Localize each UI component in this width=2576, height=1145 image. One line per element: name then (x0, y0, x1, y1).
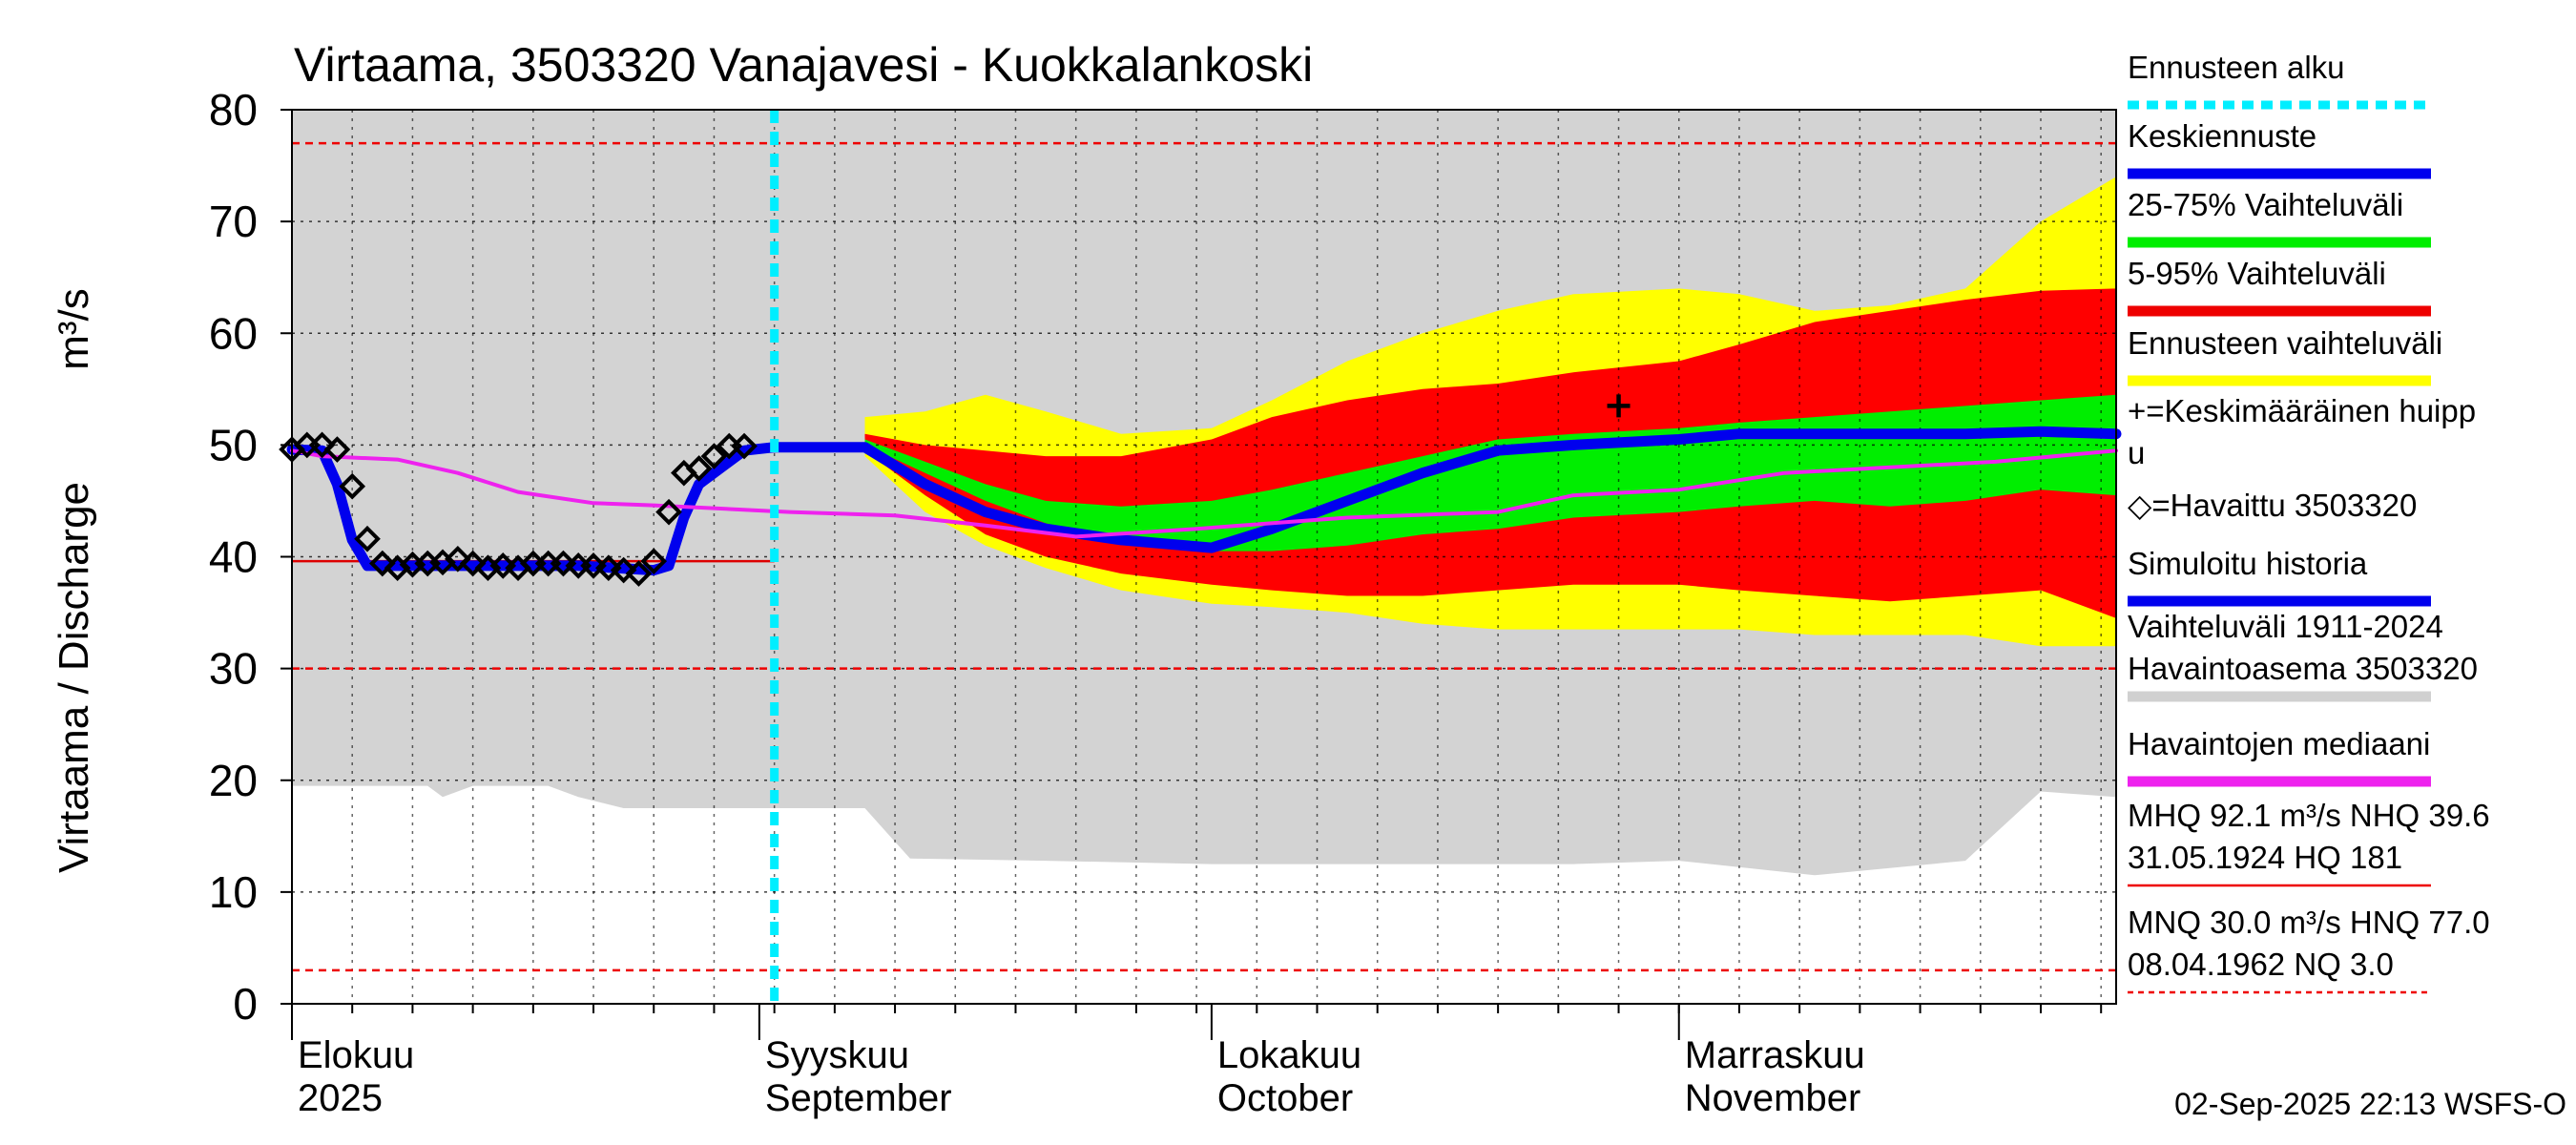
y-tick-label: 70 (209, 197, 258, 246)
observed-point (354, 525, 381, 552)
legend-label-continued: u (2128, 435, 2145, 470)
legend-label: Ennusteen vaihteluväli (2128, 325, 2442, 361)
series-havaintojen-mediaani (290, 448, 2118, 539)
x-month-label-fi: Marraskuu (1685, 1034, 1865, 1076)
y-axis-label: Virtaama / Discharge m³/s (51, 288, 97, 873)
legend-label: 5-95% Vaihteluväli (2128, 256, 2386, 291)
legend-label: ◇=Havaittu 3503320 (2128, 488, 2417, 523)
plot-area (279, 109, 2122, 1005)
observed-point (685, 455, 713, 482)
observed-point (580, 552, 607, 579)
x-month-label-en: 2025 (298, 1077, 383, 1119)
observed-point (459, 550, 487, 577)
y-tick-label: 60 (209, 308, 258, 358)
observed-point (550, 550, 577, 577)
legend-label: Havaintojen mediaani (2128, 726, 2430, 761)
observed-point (339, 472, 366, 500)
footer-timestamp: 02-Sep-2025 22:13 WSFS-O (2174, 1087, 2566, 1121)
y-axis-unit: m³/s (51, 288, 97, 370)
legend-label: 25-75% Vaihteluväli (2128, 187, 2403, 222)
observed-point (700, 443, 728, 469)
x-month-label-fi: Lokakuu (1217, 1034, 1361, 1076)
observed-point (640, 548, 668, 575)
series-keskiennuste (769, 426, 2122, 553)
legend-label-continued: 08.04.1962 NQ 3.0 (2128, 947, 2394, 982)
observed-point (368, 550, 396, 577)
observed-point (595, 554, 622, 582)
legend-label: MHQ 92.1 m³/s NHQ 39.6 (2128, 798, 2490, 833)
y-tick-label: 50 (209, 420, 258, 469)
y-tick-label: 20 (209, 756, 258, 805)
mean-peak-marker (1607, 394, 1631, 418)
observed-point (444, 546, 471, 572)
observed-point (323, 436, 351, 463)
x-month-label-en: October (1217, 1077, 1353, 1119)
x-month-label-fi: Syyskuu (765, 1034, 909, 1076)
observed-point (489, 552, 517, 579)
legend-label: Vaihteluväli 1911-2024 (2128, 609, 2443, 644)
legend-label: Simuloitu historia (2128, 546, 2368, 581)
legend-label: +=Keskimääräinen huipp (2128, 393, 2476, 428)
legend: Ennusteen alku Keskiennuste 25-75% Vaihtel… (2128, 50, 2490, 994)
y-tick-label: 80 (209, 85, 258, 135)
chart-title: Virtaama, 3503320 Vanajavesi - Kuokkalan… (294, 38, 1313, 92)
y-axis-label-text: Virtaama / Discharge (51, 482, 97, 873)
x-month-label-fi: Elokuu (298, 1034, 414, 1076)
legend-label-continued: Havaintoasema 3503320 (2128, 651, 2478, 686)
y-tick-label: 10 (209, 867, 258, 917)
legend-label: MNQ 30.0 m³/s HNQ 77.0 (2128, 905, 2490, 940)
observed-point (655, 498, 682, 526)
legend-label: Keskiennuste (2128, 118, 2316, 154)
y-tick-label: 0 (233, 979, 258, 1029)
x-month-label-en: November (1685, 1077, 1861, 1119)
legend-label: Ennusteen alku (2128, 50, 2345, 85)
observed-point (610, 556, 637, 584)
observed-point (308, 431, 336, 459)
y-tick-label: 30 (209, 644, 258, 694)
x-month-label-en: September (765, 1077, 952, 1119)
observed-point (625, 560, 653, 587)
observed-point (731, 432, 758, 460)
legend-label-continued: 31.05.1924 HQ 181 (2128, 840, 2402, 875)
y-tick-label: 40 (209, 532, 258, 582)
